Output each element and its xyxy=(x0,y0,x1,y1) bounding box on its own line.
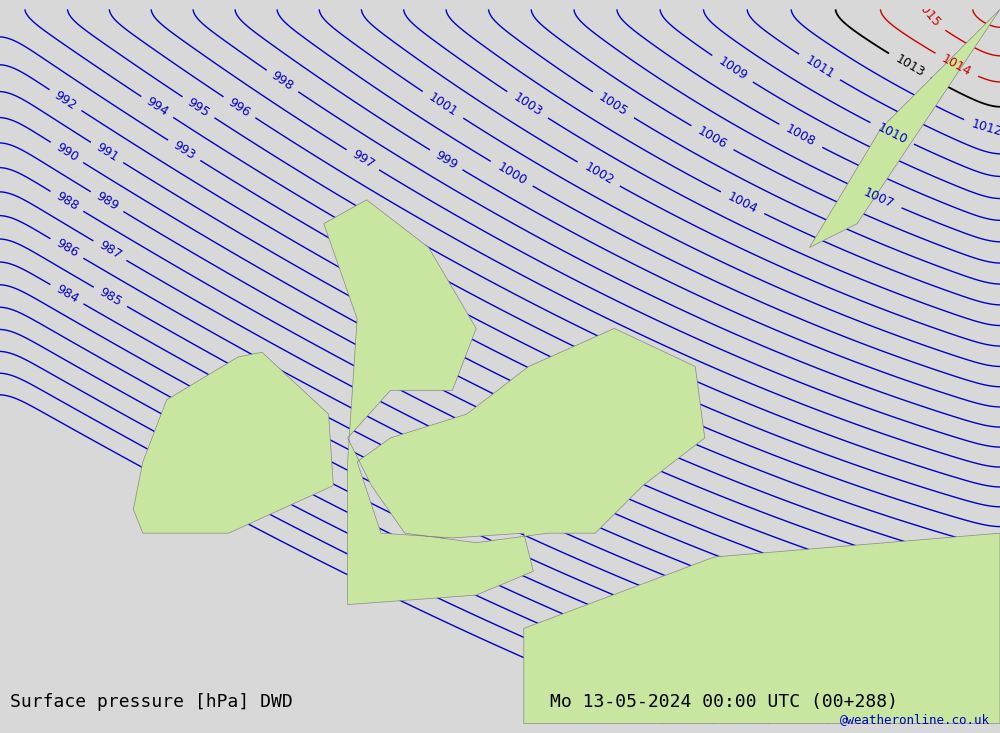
Text: 996: 996 xyxy=(226,95,253,119)
Text: 991: 991 xyxy=(94,141,120,164)
Text: 990: 990 xyxy=(53,141,80,164)
Text: 1007: 1007 xyxy=(862,185,896,210)
Text: 1010: 1010 xyxy=(875,121,909,147)
Text: 1001: 1001 xyxy=(426,91,460,119)
Text: @weatheronline.co.uk: @weatheronline.co.uk xyxy=(840,712,990,726)
Text: 992: 992 xyxy=(52,88,79,112)
Text: 997: 997 xyxy=(349,148,376,172)
Text: 1006: 1006 xyxy=(695,125,729,152)
Text: 1015: 1015 xyxy=(912,0,943,30)
Text: 989: 989 xyxy=(94,190,121,213)
Text: 984: 984 xyxy=(53,283,80,306)
Text: 1013: 1013 xyxy=(893,52,927,79)
Text: 1008: 1008 xyxy=(784,122,818,150)
Text: 995: 995 xyxy=(185,95,212,119)
Text: 986: 986 xyxy=(53,237,80,260)
Text: 994: 994 xyxy=(144,95,171,119)
Polygon shape xyxy=(810,10,1000,248)
Polygon shape xyxy=(324,200,705,605)
Text: 1014: 1014 xyxy=(940,52,974,78)
Text: Mo 13-05-2024 00:00 UTC (00+288): Mo 13-05-2024 00:00 UTC (00+288) xyxy=(550,693,898,711)
Text: 1004: 1004 xyxy=(725,190,760,216)
Text: 1002: 1002 xyxy=(582,161,616,188)
Text: 1005: 1005 xyxy=(596,91,630,119)
Text: 998: 998 xyxy=(269,69,296,93)
Text: 1000: 1000 xyxy=(495,160,529,188)
Polygon shape xyxy=(524,533,1000,723)
Text: 988: 988 xyxy=(53,190,80,213)
Text: 1003: 1003 xyxy=(511,91,544,119)
Text: 999: 999 xyxy=(433,148,460,172)
Text: 987: 987 xyxy=(96,239,123,262)
Text: Surface pressure [hPa] DWD: Surface pressure [hPa] DWD xyxy=(10,693,293,711)
Polygon shape xyxy=(133,353,333,533)
Text: 1012: 1012 xyxy=(970,118,1000,139)
Text: 1009: 1009 xyxy=(716,55,749,83)
Text: 1011: 1011 xyxy=(803,54,836,81)
Text: 993: 993 xyxy=(171,139,198,162)
Text: 985: 985 xyxy=(97,285,124,309)
